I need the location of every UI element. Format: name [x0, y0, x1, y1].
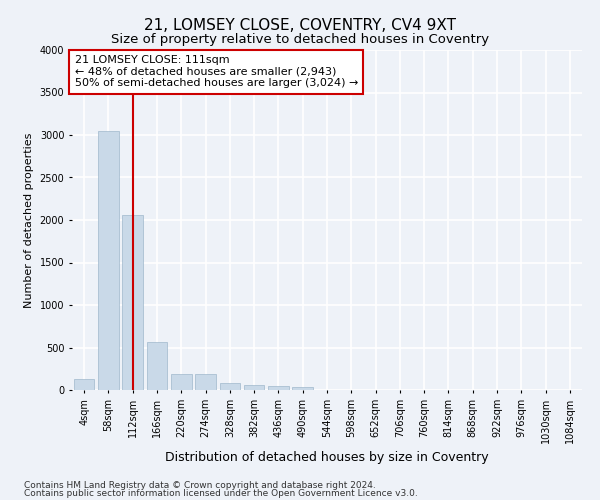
Text: 21 LOMSEY CLOSE: 111sqm
← 48% of detached houses are smaller (2,943)
50% of semi: 21 LOMSEY CLOSE: 111sqm ← 48% of detache… [74, 55, 358, 88]
Bar [268, 386, 289, 390]
X-axis label: Distribution of detached houses by size in Coventry: Distribution of detached houses by size … [165, 451, 489, 464]
Bar [244, 385, 265, 390]
Y-axis label: Number of detached properties: Number of detached properties [24, 132, 34, 308]
Bar [98, 130, 119, 390]
Bar [74, 379, 94, 390]
Text: Size of property relative to detached houses in Coventry: Size of property relative to detached ho… [111, 32, 489, 46]
Bar [171, 374, 191, 390]
Bar [146, 342, 167, 390]
Bar [195, 374, 216, 390]
Text: 21, LOMSEY CLOSE, COVENTRY, CV4 9XT: 21, LOMSEY CLOSE, COVENTRY, CV4 9XT [144, 18, 456, 32]
Bar [292, 388, 313, 390]
Text: Contains HM Land Registry data © Crown copyright and database right 2024.: Contains HM Land Registry data © Crown c… [24, 480, 376, 490]
Bar [122, 215, 143, 390]
Text: Contains public sector information licensed under the Open Government Licence v3: Contains public sector information licen… [24, 489, 418, 498]
Bar [220, 383, 240, 390]
